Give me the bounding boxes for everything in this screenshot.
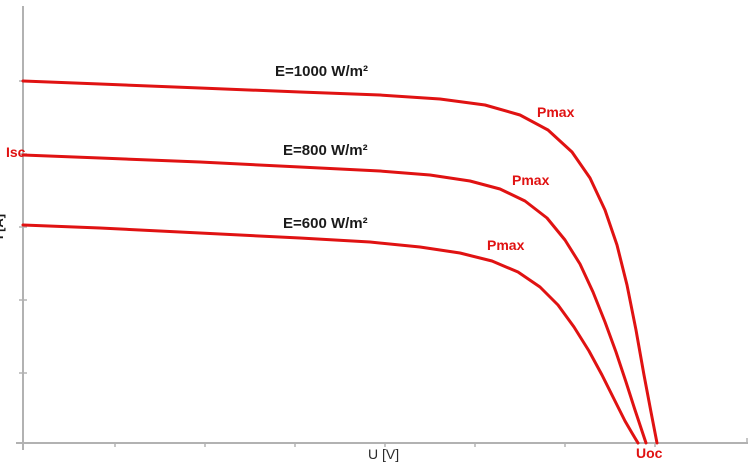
x-axis-title: U [V]: [368, 446, 400, 462]
curve-e800: [21, 153, 648, 445]
curve-label-e1000: E=1000 W/m²: [275, 63, 368, 80]
curve-e600: [21, 223, 640, 445]
isc-axis-label: Isc: [6, 144, 26, 160]
curve-label-e600: E=600 W/m²: [283, 215, 368, 232]
uoc-axis-label: Uoc: [636, 445, 663, 461]
pmax-label-e800: Pmax: [512, 172, 550, 188]
curve-e1000: [21, 79, 659, 445]
curve-label-e800: E=800 W/m²: [283, 142, 368, 159]
pmax-label-e600: Pmax: [487, 237, 525, 253]
pmax-label-e1000: Pmax: [537, 104, 575, 120]
y-axis-title: I [A]: [0, 213, 7, 239]
